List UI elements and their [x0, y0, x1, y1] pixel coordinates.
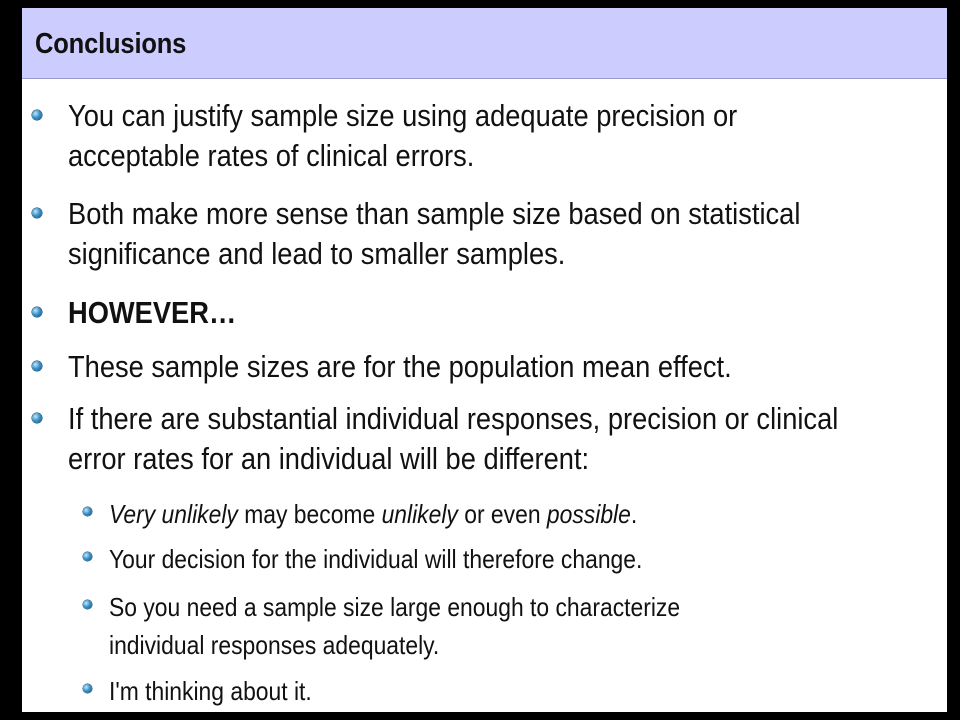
bullet-line: error rates for an individual will be di… [68, 441, 590, 476]
text-emphasis: Very unlikely [109, 499, 238, 529]
text-emphasis: unlikely [381, 499, 458, 529]
bullet-line: You can justify sample size using adequa… [68, 98, 738, 133]
slide: Conclusions You can justify sample size … [22, 8, 947, 712]
sub-bullet-text: I'm thinking about it. [109, 676, 312, 706]
sub-bullet-text: Your decision for the individual will th… [109, 544, 643, 574]
bullet-list: You can justify sample size using adequa… [22, 8, 947, 712]
bullet-dot-icon [32, 307, 42, 317]
bullet-text: If there are substantial individual resp… [68, 399, 838, 479]
bullet-line: significance and lead to smaller samples… [68, 236, 566, 271]
sub-bullet-text: So you need a sample size large enough t… [109, 588, 680, 664]
bullet-text: These sample sizes are for the populatio… [68, 349, 732, 384]
bullet-dot-icon [83, 684, 92, 693]
text-run: or even [457, 499, 547, 529]
sub-bullet-text: Very unlikely may become unlikely or eve… [109, 495, 637, 533]
bullet-dot-icon [83, 600, 92, 609]
sub-bullet-line: individual responses adequately. [109, 630, 440, 660]
text-run: may become [237, 499, 382, 529]
bullet-text: You can justify sample size using adequa… [68, 96, 737, 176]
bullet-text: Both make more sense than sample size ba… [68, 194, 800, 274]
title-bar: Conclusions [22, 8, 947, 79]
sub-bullet-line: So you need a sample size large enough t… [109, 592, 681, 622]
slide-title: Conclusions [35, 28, 187, 60]
bullet-dot-icon [83, 507, 92, 516]
bullet-dot-icon [83, 552, 92, 561]
text-emphasis: possible [546, 499, 631, 529]
bullet-line: If there are substantial individual resp… [68, 401, 839, 436]
bullet-line: Both make more sense than sample size ba… [68, 196, 801, 231]
bullet-dot-icon [32, 413, 42, 423]
text-run: . [630, 499, 638, 529]
bullet-dot-icon [32, 208, 42, 218]
bullet-text: HOWEVER… [68, 295, 237, 330]
bullet-dot-icon [32, 110, 42, 120]
bullet-line: acceptable rates of clinical errors. [68, 138, 475, 173]
bullet-dot-icon [32, 361, 42, 371]
